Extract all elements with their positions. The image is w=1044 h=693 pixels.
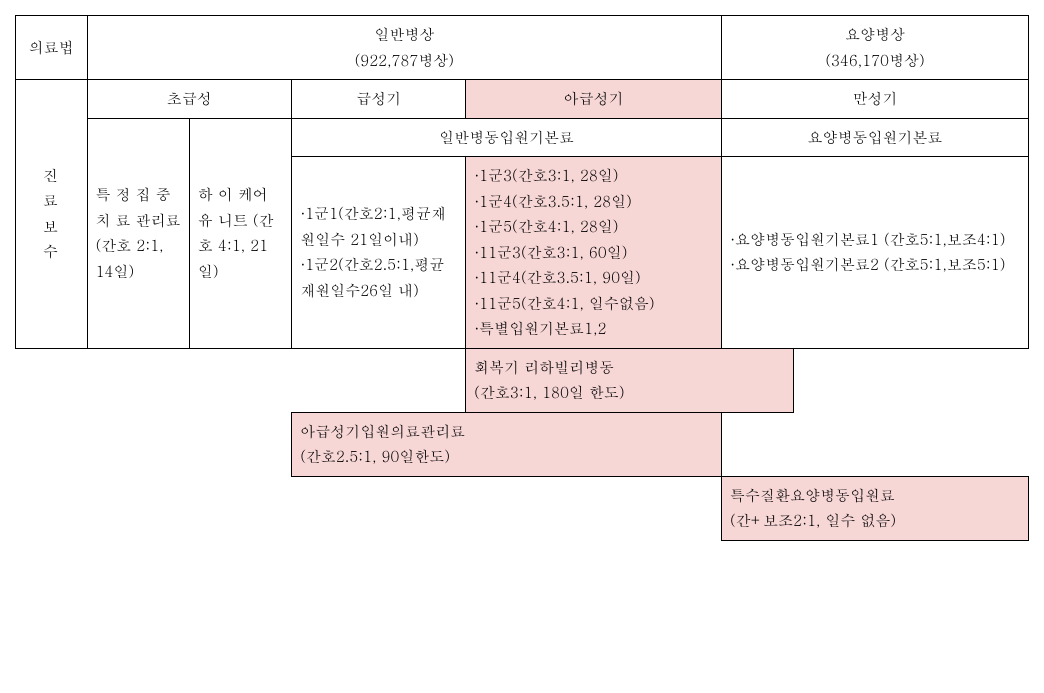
header-chogeupseong: 초급성 [87, 80, 292, 119]
cell-special-disease: 특수질환요양병동입원료 (간+보조2:1, 일수 없음) [722, 476, 1029, 540]
header-care-beds: 요양병상 (346,170병상) [722, 16, 1029, 80]
spacer-2b [722, 412, 1029, 476]
header-general-ward-fee: 일반병동입원기본료 [292, 118, 722, 157]
header-ageupseonggi: 아급성기 [466, 80, 722, 119]
cell-subacute-groups: ·1군3(간호3:1, 28일) ·1군4(간호3.5:1, 28일) ·1군5… [466, 157, 722, 349]
spacer-3 [16, 476, 722, 540]
header-manseonggi: 만성기 [722, 80, 1029, 119]
header-care-ward-fee: 요양병동입원기본료 [722, 118, 1029, 157]
header-general-beds: 일반병상 (922,787병상) [87, 16, 721, 80]
cell-general-groups: ·1군1(간호2:1,평균재원일수 21일이내) ·1군2(간호2.5:1,평균… [292, 157, 466, 349]
cell-hicare-unit: 하 이 케어 유 니트 (간 호 4:1, 21일) [189, 118, 291, 348]
cell-special-intensive: 특 정 집 중 치 료 관리료(간호 2:1, 14일) [87, 118, 189, 348]
spacer-2 [16, 412, 292, 476]
header-geupseonggi: 급성기 [292, 80, 466, 119]
spacer-1 [16, 348, 466, 412]
cell-recovery-rehab: 회복기 리하빌리병동 (간호3:1, 180일 한도) [466, 348, 793, 412]
cell-chronic-groups: ·요양병동입원기본료1 (간호5:1,보조4:1) ·요양병동입원기본료2 (간… [722, 157, 1029, 349]
main-table: 의료법 일반병상 (922,787병상) 요양병상 (346,170병상) 진 … [15, 15, 1029, 541]
header-medical-law: 의료법 [16, 16, 88, 80]
table-wrapper: 의료법 일반병상 (922,787병상) 요양병상 (346,170병상) 진 … [15, 15, 1029, 541]
row-jinryo-bosu: 진 료 보 수 [16, 80, 88, 349]
cell-subacute-mgmt: 아급성기입원의료관리료 (간호2.5:1, 90일한도) [292, 412, 722, 476]
spacer-1b [793, 348, 1028, 412]
